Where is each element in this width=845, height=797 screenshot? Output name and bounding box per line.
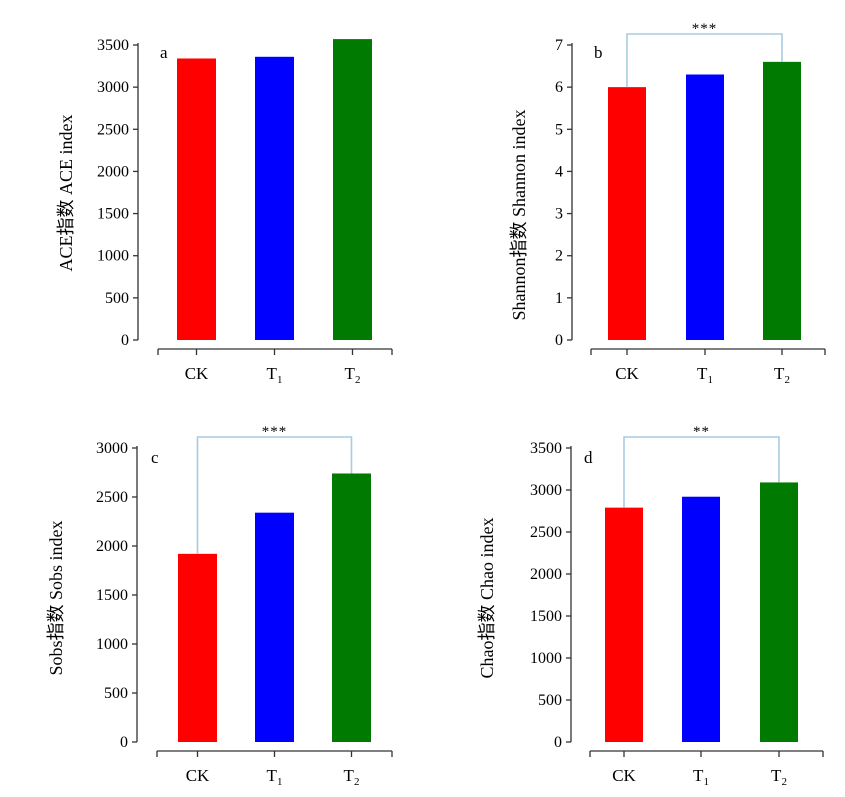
chart-panel-a: 0 500 1000 1500 2000 2500 3000 3500 CK T1 T2 a ACE指数… [56, 37, 393, 386]
bar-ck [177, 58, 216, 340]
y-tick-label: 4 [555, 163, 563, 180]
y-tick-label: 1 [555, 290, 563, 307]
x-tick-label: T2 [344, 766, 360, 788]
y-tick-label: 3000 [530, 482, 562, 499]
bar-t1 [686, 74, 724, 340]
y-tick-label: 3 [555, 206, 563, 223]
bar-t2 [763, 61, 801, 340]
y-tick-label: 5 [555, 121, 563, 138]
y-tick-label: 6 [555, 79, 563, 96]
y-tick-label: 1000 [530, 650, 562, 667]
y-tick-label: 1500 [96, 587, 128, 604]
bar-t2 [760, 482, 798, 742]
y-tick-label: 500 [538, 692, 562, 709]
y-tick-label: 2000 [96, 538, 128, 555]
y-tick-label: 2 [555, 248, 563, 265]
significance-bracket [626, 33, 783, 88]
y-axis-label: Shannon指数 Shannon index [509, 110, 529, 321]
chart-panel-d: 0 500 1000 1500 2000 2500 3000 3500 CK T1 T2 d Chao指… [477, 424, 824, 788]
y-tick-label: 2500 [530, 524, 562, 541]
y-tick-label: 1000 [96, 636, 128, 653]
y-axis-label: Sobs指数 Sobs index [46, 520, 66, 675]
y-tick-label: 2500 [97, 121, 129, 138]
y-tick-label: 500 [105, 290, 129, 307]
y-tick-label: 3500 [97, 37, 129, 54]
bar-t1 [255, 56, 294, 341]
bar-t1 [682, 496, 720, 742]
chart-panel-c: 0 500 1000 1500 2000 2500 3000 CK T1 T2 c Sobs指数 So… [46, 424, 393, 788]
x-tick-label: T2 [345, 364, 361, 386]
x-tick-label: T1 [693, 766, 709, 788]
bar-t2 [332, 473, 371, 742]
y-axis-label: Chao指数 Chao index [477, 518, 497, 679]
y-tick-label: 500 [104, 685, 128, 702]
x-tick-label: T1 [267, 766, 283, 788]
x-tick-label: CK [185, 364, 209, 383]
y-tick-label: 3000 [97, 79, 129, 96]
x-tick-label: T1 [267, 364, 283, 386]
x-tick-label: T2 [774, 364, 790, 386]
bar-ck [605, 507, 643, 742]
panel-letter: d [584, 448, 593, 467]
chart-panel-b: 0 1 2 3 4 5 6 7 CK T1 T2 b Shannon指数 Shannon index **… [509, 21, 826, 386]
bar-t1 [255, 512, 294, 742]
panel-letter: b [594, 43, 603, 62]
significance-label: *** [262, 424, 288, 440]
y-tick-label: 7 [555, 37, 563, 54]
significance-bracket [623, 436, 780, 508]
y-tick-label: 3500 [530, 440, 562, 457]
y-tick-label: 0 [121, 332, 129, 349]
y-tick-label: 0 [554, 734, 562, 751]
y-tick-label: 2000 [97, 163, 129, 180]
y-tick-label: 3000 [96, 440, 128, 457]
significance-label: *** [692, 21, 718, 37]
y-tick-label: 2500 [96, 489, 128, 506]
significance-label: ** [693, 424, 710, 440]
x-tick-label: T2 [771, 766, 787, 788]
y-axis-label: ACE指数 ACE index [56, 115, 76, 272]
x-tick-label: CK [615, 364, 639, 383]
x-tick-label: CK [612, 766, 636, 785]
y-tick-label: 1000 [97, 248, 129, 265]
y-tick-label: 0 [555, 332, 563, 349]
y-tick-label: 0 [120, 734, 128, 751]
bar-ck [608, 87, 646, 341]
y-tick-label: 1500 [530, 608, 562, 625]
panel-letter: c [151, 448, 159, 467]
y-tick-label: 1500 [97, 206, 129, 223]
panel-letter: a [160, 43, 168, 62]
bar-t2 [333, 39, 372, 340]
y-tick-label: 2000 [530, 566, 562, 583]
significance-bracket [196, 436, 353, 554]
x-tick-label: T1 [697, 364, 713, 386]
bar-ck [178, 553, 217, 742]
x-tick-label: CK [186, 766, 210, 785]
